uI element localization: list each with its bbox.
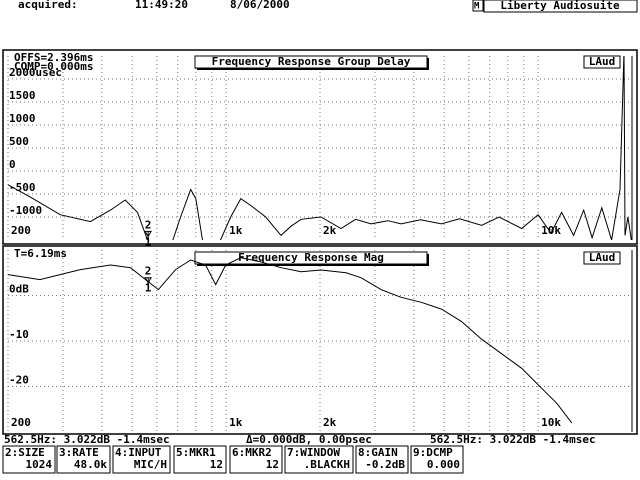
key-value: 12: [210, 458, 223, 471]
marker-triangle: [144, 230, 153, 238]
annotation: OFFS=2.396ms: [14, 51, 93, 64]
key-box: [173, 445, 227, 474]
header-date: 8/06/2000: [230, 0, 290, 11]
marker-label: 2: [145, 218, 152, 231]
x-tick-label: 10k: [541, 224, 561, 237]
chart-panel: 200 1k 2k 10k 2000usec 1500 1000 500 0 -500 -1000 O…: [2, 49, 638, 248]
annotation: COMP=0.000ms: [14, 60, 93, 73]
key-box: [410, 445, 464, 474]
y-tick-label: 500: [9, 135, 29, 148]
marker-label: 1: [145, 282, 152, 295]
y-tick-label: 0dB: [9, 283, 29, 296]
header-mode: M: [474, 2, 480, 12]
x-tick-label: 2k: [323, 224, 337, 237]
y-tick-label: 1000: [9, 112, 36, 125]
y-tick-label: -20: [9, 374, 29, 387]
trace: [8, 56, 632, 240]
key-value: 0.000: [427, 458, 460, 471]
key-name: 3:RATE: [59, 446, 99, 459]
title-box: [194, 55, 428, 69]
badge-box: [583, 251, 621, 265]
key-box: [2, 445, 56, 474]
function-key[interactable]: 8:GAIN-0.2dB: [355, 445, 409, 474]
chart-panel: 200 1k 2k 10k 0dB -10 -20 T=6.19ms Frequency Res…: [2, 245, 638, 435]
key-box: [229, 445, 283, 474]
chart-title: Frequency Response Mag: [238, 251, 384, 264]
key-name: 2:SIZE: [5, 446, 45, 459]
marker-label: 2: [145, 265, 152, 278]
marker-triangle: [144, 277, 153, 284]
key-name: 9:DCMP: [413, 446, 453, 459]
key-value: 48.0k: [74, 458, 107, 471]
key-value: .BLACKH: [304, 458, 350, 471]
key-box: [284, 445, 354, 474]
x-tick-label: 1k: [229, 416, 243, 429]
function-key[interactable]: 7:WINDOW.BLACKH: [284, 445, 354, 474]
annotation: T=6.19ms: [14, 247, 67, 260]
key-name: 8:GAIN: [358, 446, 398, 459]
chart-title: Frequency Response Group Delay: [212, 55, 411, 68]
x-tick-label: 200: [11, 224, 31, 237]
y-tick-label: 1500: [9, 89, 36, 102]
title-box: [194, 251, 428, 265]
key-box: [112, 445, 171, 474]
key-name: 7:WINDOW: [287, 446, 340, 459]
y-tick-label: 2000usec: [9, 66, 62, 79]
x-tick-label: 1k: [229, 224, 243, 237]
badge: LAud: [589, 55, 616, 68]
status-left: 562.5Hz: 3.022dB -1.4msec: [4, 433, 170, 446]
key-name: 4:INPUT: [115, 446, 162, 459]
key-value: 1024: [26, 458, 53, 471]
header-label: acquired:: [18, 0, 78, 11]
key-value: 12: [266, 458, 279, 471]
key-value: -0.2dB: [365, 458, 405, 471]
key-name: 6:MKR2: [232, 446, 272, 459]
key-box: [56, 445, 111, 474]
marker-label: 1: [145, 235, 152, 248]
header-time: 11:49:20: [135, 0, 188, 11]
y-tick-label: -1000: [9, 204, 42, 217]
badge: LAud: [589, 251, 616, 264]
app-name: Liberty Audiosuite: [500, 0, 620, 12]
key-box: [355, 445, 409, 474]
badge-box: [583, 55, 621, 69]
x-tick-label: 2k: [323, 416, 337, 429]
status-delta: Δ=0.000dB, 0.00psec: [246, 433, 372, 446]
key-value: MIC/H: [134, 458, 167, 471]
key-name: 5:MKR1: [176, 446, 216, 459]
y-tick-label: -10: [9, 328, 29, 341]
x-tick-label: 200: [11, 416, 31, 429]
app-box: [483, 0, 638, 13]
trace: [8, 257, 573, 424]
y-tick-label: 0: [9, 158, 16, 171]
mode-box: [472, 0, 484, 12]
x-tick-label: 10k: [541, 416, 561, 429]
y-tick-label: -500: [9, 181, 36, 194]
status-right: 562.5Hz: 3.022dB -1.4msec: [430, 433, 596, 446]
